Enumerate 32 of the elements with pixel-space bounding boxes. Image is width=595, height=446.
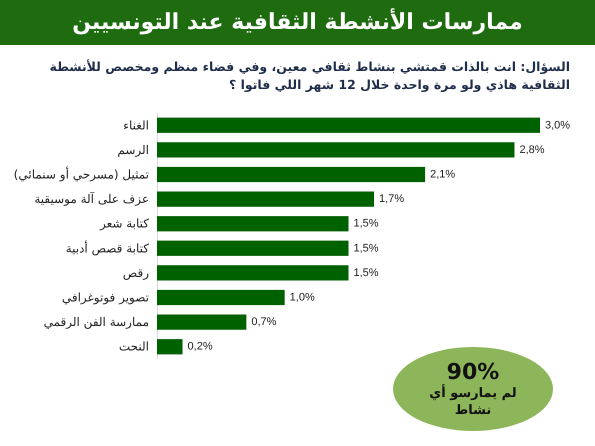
bar (157, 339, 183, 354)
chart-title: ممارسات الأنشطة الثقافية عند التونسيين (0, 0, 595, 45)
data-label: 2,8% (519, 144, 545, 156)
data-label: 1,5% (354, 242, 379, 254)
bar (157, 265, 348, 281)
bar (157, 314, 246, 330)
bar (157, 290, 285, 306)
data-label: 2,1% (430, 168, 456, 180)
data-label: 1,5% (354, 218, 379, 230)
data-label: 3,0% (545, 119, 570, 132)
data-label: 0,7% (251, 316, 277, 328)
bar (157, 142, 514, 158)
bar (157, 240, 348, 256)
data-label: 1,5% (354, 266, 379, 279)
y-tick-label: رقص (122, 266, 150, 280)
y-tick-label: كتابة قصص أدبية (66, 240, 150, 256)
y-tick-label: كتابة شعر (98, 216, 150, 231)
bar (157, 191, 374, 207)
data-label: 1,0% (290, 292, 315, 304)
y-tick-label: النحت (118, 340, 149, 354)
data-label: 0,2% (188, 340, 213, 353)
y-tick-label: عزف على آلة موسيقية (34, 191, 149, 206)
y-tick-label: تصوير فوتوغرافي (62, 290, 149, 304)
chart-subtitle: السؤال: انت بالذات قمتشي بنشاط ثقافي معين، وفي فضاء منظم ومخصص للأنشطة الثقافية هاذي ولو مرة واحدة خلال 12 شهر اللي فاتوا ؟ (48, 58, 570, 94)
y-tick-label: الغناء (123, 118, 149, 132)
y-tick-label: الرسم (117, 142, 149, 157)
y-tick-label: ممارسة الفن الرقمي (44, 315, 149, 330)
bar (157, 166, 426, 182)
bar (157, 118, 540, 133)
data-label: 1,7% (379, 193, 404, 206)
y-tick-label: تمثيل (مسرحي أو سنمائي) (14, 166, 149, 182)
bar (157, 216, 348, 232)
